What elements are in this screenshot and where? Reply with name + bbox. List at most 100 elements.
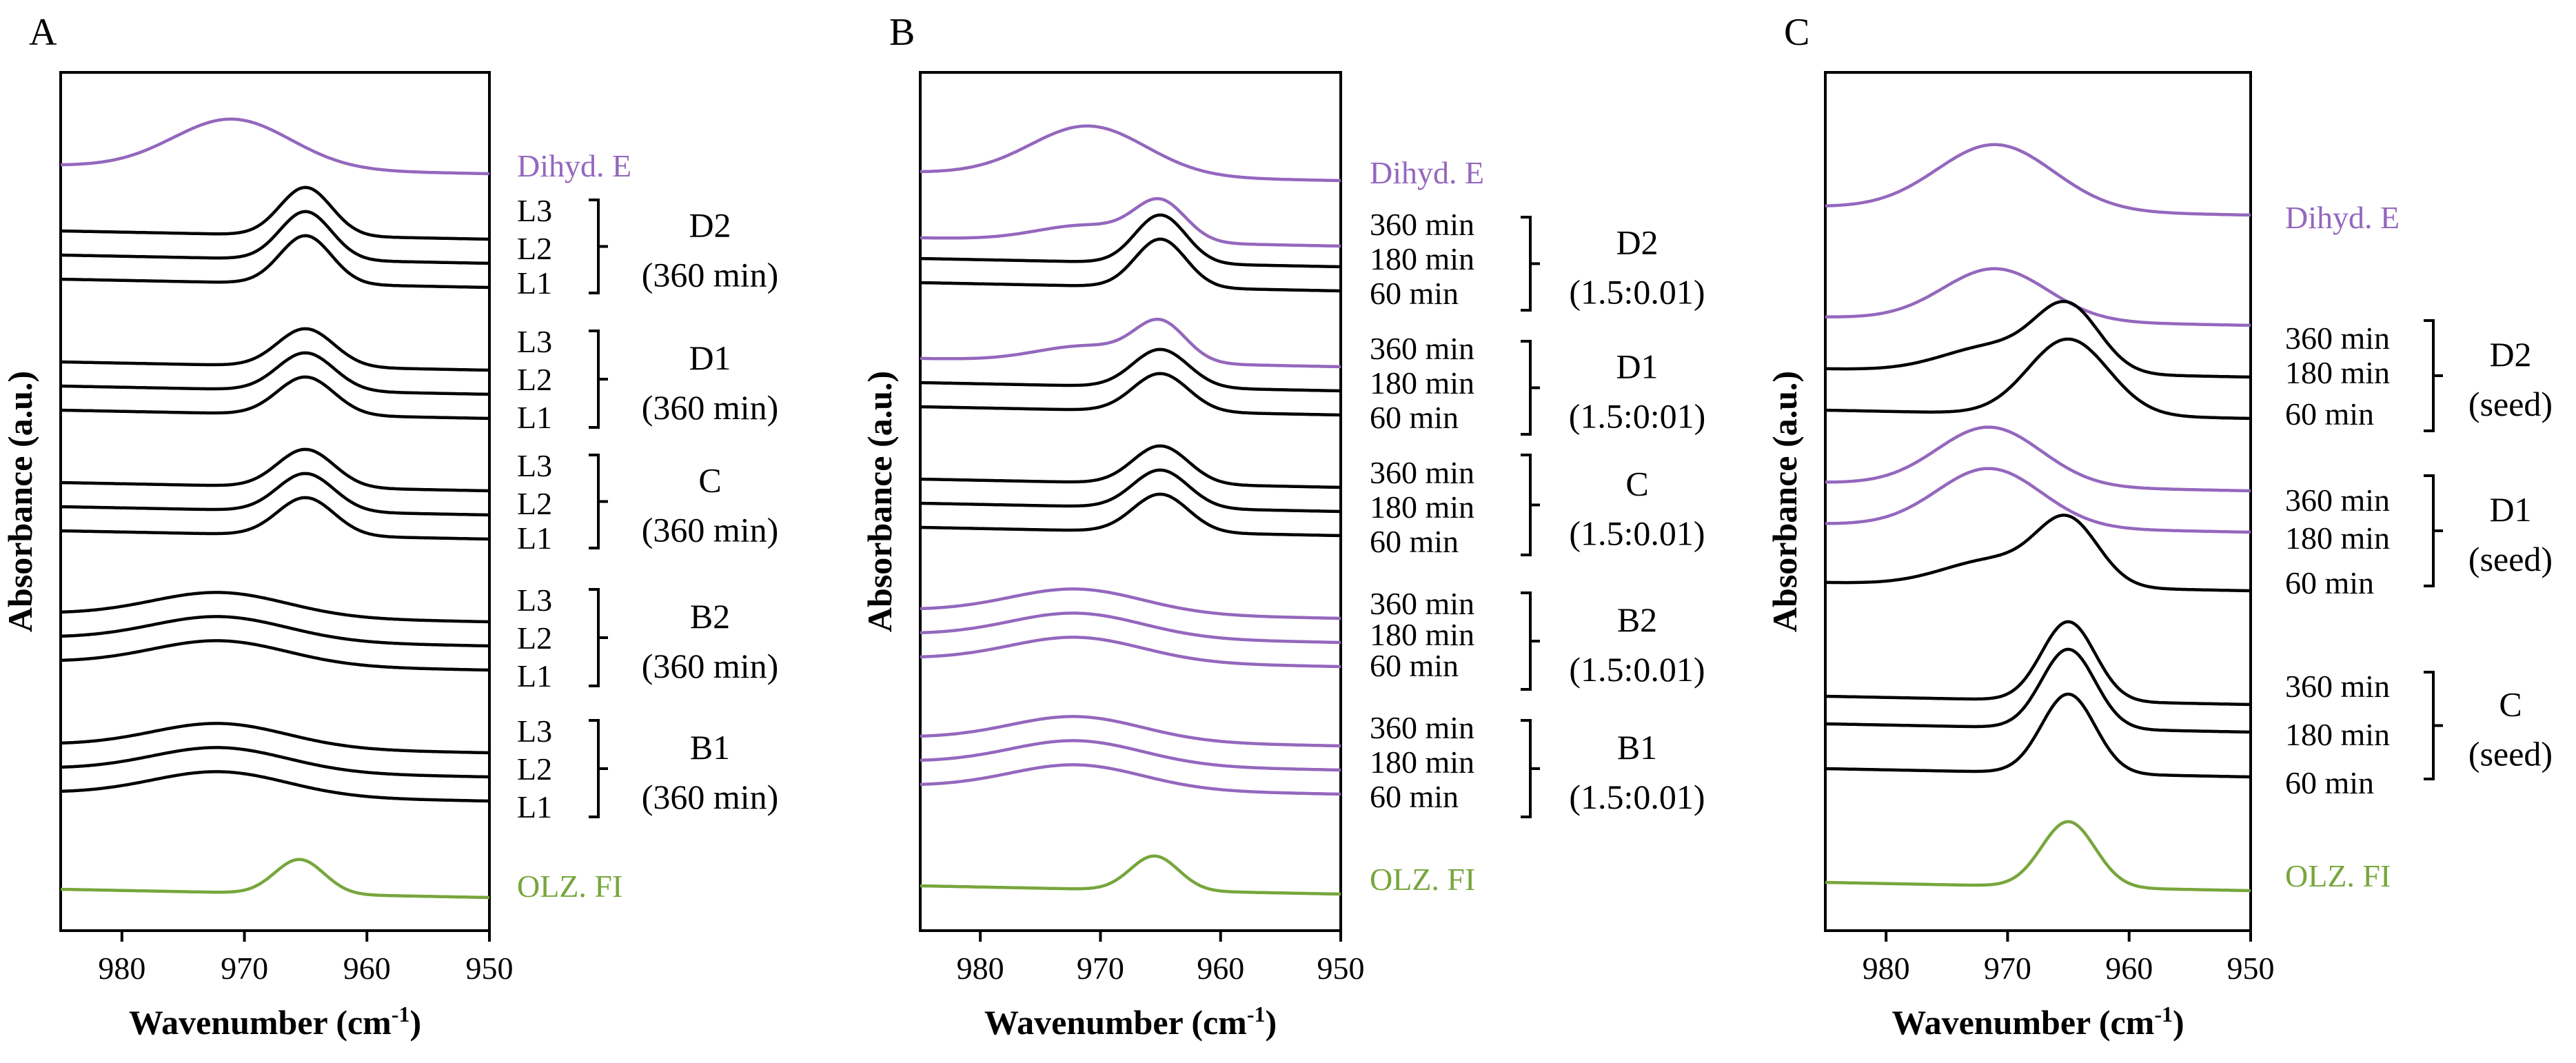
spectrum-line [920, 372, 1341, 417]
spectrum-line [1825, 692, 2251, 779]
group-name: D2 [2489, 335, 2531, 374]
series-label: 180 min [1370, 365, 1474, 401]
series-label: 180 min [1370, 617, 1474, 652]
series-label: OLZ. FI [1370, 862, 1475, 897]
spectrum-line [1825, 820, 2251, 893]
series-label: L1 [517, 265, 552, 301]
spectrum-line [60, 327, 490, 372]
series-label: L3 [517, 583, 552, 618]
x-tick-label: 960 [1197, 951, 1244, 986]
spectrum-line [920, 444, 1341, 489]
group-name: D1 [689, 338, 731, 377]
series-label: 60 min [2285, 396, 2374, 432]
panel-C: C Absorbance (a.u.) 980 970 960 950 Wavenumber… [1765, 11, 2553, 1042]
series-label: 60 min [2285, 765, 2374, 800]
group-condition: (360 min) [642, 778, 779, 816]
series-label: 180 min [2285, 520, 2390, 556]
x-tick-label: 970 [1984, 951, 2031, 986]
y-axis-label: Absorbance (a.u.) [1765, 371, 1804, 632]
x-axis-label: Wavenumber (cm-1) [1892, 1002, 2184, 1042]
spectrum-line [60, 210, 490, 265]
x-tick-label: 970 [1077, 951, 1124, 986]
x-tick-label: 960 [343, 951, 391, 986]
series-label: L3 [517, 713, 552, 749]
group-condition: (1.5:0.01) [1569, 650, 1705, 689]
plot-frame [59, 71, 491, 932]
series-label: 360 min [1370, 207, 1474, 242]
x-tick-label: 980 [98, 951, 145, 986]
spectrum-line [920, 636, 1341, 669]
spectrum-line [920, 347, 1341, 393]
series-label: 60 min [1370, 276, 1459, 311]
spectrum-line [1825, 299, 2251, 379]
group-condition: (1.5:0.01) [1569, 514, 1705, 553]
spectrum-line [920, 237, 1341, 293]
spectrum-line [920, 587, 1341, 620]
series-label: 60 min [1370, 400, 1459, 435]
group-condition: (360 min) [642, 647, 779, 685]
group-condition: (360 min) [642, 511, 779, 549]
group-name: D2 [1616, 223, 1658, 262]
series-label: L3 [517, 324, 552, 359]
series-label: 360 min [1370, 331, 1474, 366]
group-name: B1 [1617, 728, 1657, 767]
series-label: 180 min [2285, 355, 2390, 390]
series-label: OLZ. FI [517, 869, 622, 904]
group-bracket [589, 588, 608, 687]
series-label: 180 min [1370, 241, 1474, 276]
series-label: L1 [517, 400, 552, 435]
series-label: 180 min [1370, 489, 1474, 525]
group-name: C [2499, 685, 2522, 724]
series-label: L2 [517, 486, 552, 521]
spectrum-line [920, 213, 1341, 269]
x-tick-label: 980 [957, 951, 1004, 986]
group-condition: (1.5:0.01) [1569, 778, 1705, 816]
spectrum-line [1825, 620, 2251, 707]
group-condition: (1.5:0.01) [1569, 273, 1705, 312]
series-label: 360 min [2285, 321, 2390, 356]
series-label: 360 min [2285, 669, 2390, 704]
spectrum-line [60, 639, 490, 672]
group-name: C [698, 461, 721, 500]
series-label: L1 [517, 658, 552, 694]
spectrum-line [60, 472, 490, 517]
group-condition: (seed) [2468, 735, 2553, 773]
spectrum-line [60, 351, 490, 396]
spectrum-line [920, 124, 1341, 183]
group-name: D2 [689, 206, 731, 245]
x-tick-label: 960 [2105, 951, 2153, 986]
series-label: Dihyd. E [517, 148, 631, 183]
series-label: L2 [517, 362, 552, 397]
group-condition: (seed) [2468, 540, 2553, 578]
group-name: C [1625, 465, 1648, 503]
group-name: B2 [1617, 600, 1657, 639]
spectrum-line [60, 722, 490, 755]
spectrum-line [920, 611, 1341, 645]
spectrum-line [920, 854, 1341, 896]
group-bracket [589, 330, 608, 429]
spectrum-line [60, 496, 490, 541]
spectrum-line [1825, 267, 2251, 327]
group-condition: (360 min) [642, 388, 779, 427]
spectrum-line [60, 615, 490, 648]
series-label: 180 min [2285, 717, 2390, 752]
spectrum-line [60, 447, 490, 493]
series-label: 60 min [1370, 648, 1459, 683]
spectrum-line [1825, 337, 2251, 421]
series-label: L1 [517, 520, 552, 556]
group-name: B1 [690, 728, 730, 767]
series-label: 360 min [1370, 586, 1474, 621]
group-condition: (seed) [2468, 385, 2553, 423]
panel-label: A [29, 11, 57, 54]
group-name: D1 [2489, 490, 2531, 529]
y-axis-label: Absorbance (a.u.) [1, 371, 39, 632]
spectrum-line [920, 739, 1341, 772]
spectrum-line [1825, 647, 2251, 734]
group-bracket [589, 719, 608, 818]
series-label: 360 min [2285, 483, 2390, 518]
x-tick-label: 950 [1317, 951, 1365, 986]
x-axis-label: Wavenumber (cm-1) [984, 1002, 1277, 1042]
spectrum-line [60, 770, 490, 803]
series-label: Dihyd. E [1370, 155, 1484, 190]
